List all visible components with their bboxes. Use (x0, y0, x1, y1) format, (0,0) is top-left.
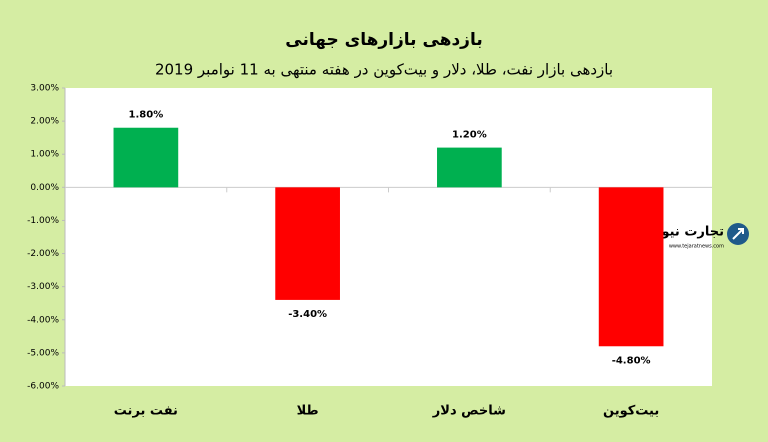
watermark: تجارت نیوز www.tejaratnews.com (653, 223, 749, 250)
y-tick-label: 0.00% (30, 183, 59, 193)
y-tick-label: 1.00% (30, 150, 59, 160)
chart-title: بازدهی بازارهای جهانی (285, 30, 482, 50)
data-label: -3.40% (288, 309, 327, 320)
watermark-name: تجارت نیوز (653, 225, 724, 240)
bar (275, 187, 340, 300)
data-label: 1.20% (452, 130, 487, 141)
x-tick-label: شاخص دلار (432, 404, 506, 419)
watermark-url: www.tejaratnews.com (669, 244, 724, 250)
x-tick-label: نفت برنت (114, 404, 178, 419)
y-tick-label: -5.00% (27, 348, 59, 358)
bar (437, 147, 502, 188)
data-label: -4.80% (612, 355, 651, 366)
y-tick-label: -1.00% (27, 216, 59, 226)
y-tick-label: -2.00% (27, 249, 59, 259)
y-tick-label: 2.00% (30, 117, 59, 127)
y-tick-label: -3.00% (27, 282, 59, 292)
y-tick-label: -6.00% (27, 382, 59, 392)
y-tick-label: -4.00% (27, 315, 59, 325)
data-label: 1.80% (129, 110, 164, 121)
x-tick-label: بیت‌کوین (603, 404, 659, 419)
x-tick-label: طلا (297, 404, 319, 419)
chart-subtitle: بازدهی بازار نفت، طلا، دلار و بیت‌کوین د… (155, 61, 613, 79)
bar (113, 127, 179, 188)
bar (598, 187, 664, 347)
watermark-arrow (732, 228, 744, 240)
y-tick-label: 3.00% (30, 84, 59, 94)
